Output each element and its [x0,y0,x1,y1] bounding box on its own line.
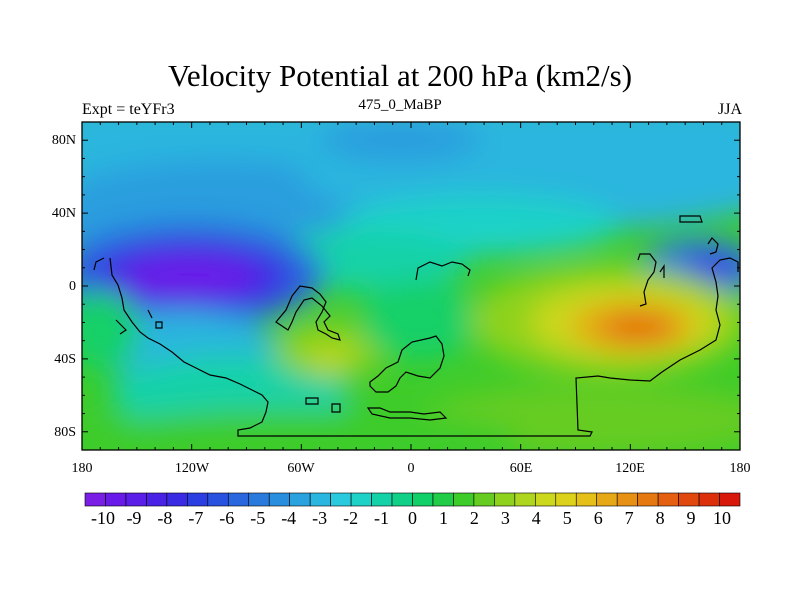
chart-title: Velocity Potential at 200 hPa (km2/s) [167,58,633,93]
y-tick-label: 40S [54,352,76,367]
colorbar-label: -2 [343,508,358,528]
colorbar-swatch [412,492,434,507]
colorbar-swatch [473,492,495,507]
colorbar [84,492,741,507]
colorbar-label: 0 [408,508,417,528]
colorbar-labels: -10 -9 -8 -7 -6 -5 -4 -3 -2 -1 0 1 2 3 4 5 6 7 8 9 10 [91,508,731,528]
colorbar-swatch [207,492,229,507]
colorbar-swatch [391,492,413,507]
colorbar-label: -7 [188,508,203,528]
colorbar-label: 10 [713,508,731,528]
colorbar-swatch [125,492,147,507]
y-tick-label: 80S [54,425,76,440]
x-tick-label: 120W [175,461,210,476]
x-tick-label: 60W [287,461,315,476]
season-label: JJA [717,101,742,118]
colorbar-swatch [166,492,188,507]
colorbar-swatch [371,492,393,507]
x-tick-label: 0 [408,461,415,476]
colorbar-label: -10 [91,508,115,528]
colorbar-label: 4 [532,508,541,528]
colorbar-label: -4 [281,508,296,528]
colorbar-swatch [555,492,577,507]
x-tick-label: 180 [730,461,751,476]
x-tick-label: 120E [615,461,645,476]
colorbar-swatch [719,492,741,507]
velocity-potential-field [82,122,740,450]
colorbar-swatch [309,492,331,507]
colorbar-label: 3 [501,508,510,528]
period-label: 475_0_MaBP [358,97,442,113]
colorbar-label: -1 [374,508,389,528]
colorbar-label: 2 [470,508,479,528]
colorbar-label: -8 [157,508,172,528]
y-tick-label: 40N [52,206,76,221]
colorbar-swatch [494,492,516,507]
colorbar-swatch [248,492,270,507]
colorbar-swatch [289,492,311,507]
axis-ticks [81,121,741,451]
colorbar-swatch [616,492,638,507]
y-tick-label: 0 [69,279,76,294]
colorbar-swatch [105,492,127,507]
colorbar-swatch [227,492,250,507]
colorbar-label: 9 [687,508,696,528]
x-tick-label: 180 [72,461,93,476]
colorbar-swatch [84,492,106,507]
colorbar-swatch [350,492,372,507]
colorbar-label: 7 [625,508,634,528]
colorbar-swatch [187,492,209,507]
colorbar-swatch [678,492,700,507]
colorbar-label: 6 [594,508,603,528]
colorbar-swatch [330,492,352,507]
colorbar-label: -3 [312,508,327,528]
colorbar-swatch [432,492,454,507]
colorbar-swatch [698,492,720,507]
colorbar-label: 5 [563,508,572,528]
colorbar-swatch [657,492,679,507]
colorbar-label: 1 [439,508,448,528]
coastline-outline [93,215,739,437]
colorbar-label: 8 [656,508,665,528]
colorbar-swatch [596,492,618,507]
colorbar-swatch [535,492,557,507]
colorbar-swatch [575,492,598,507]
colorbar-swatch [268,492,290,507]
colorbar-label: -9 [126,508,141,528]
x-tick-label: 60E [510,461,533,476]
experiment-label: Expt = teYFr3 [82,101,175,118]
colorbar-swatch [146,492,168,507]
colorbar-swatch [514,492,536,507]
colorbar-swatch [637,492,659,507]
colorbar-label: -6 [219,508,234,528]
y-tick-label: 80N [52,133,76,148]
colorbar-swatch [453,492,475,507]
colorbar-label: -5 [250,508,265,528]
